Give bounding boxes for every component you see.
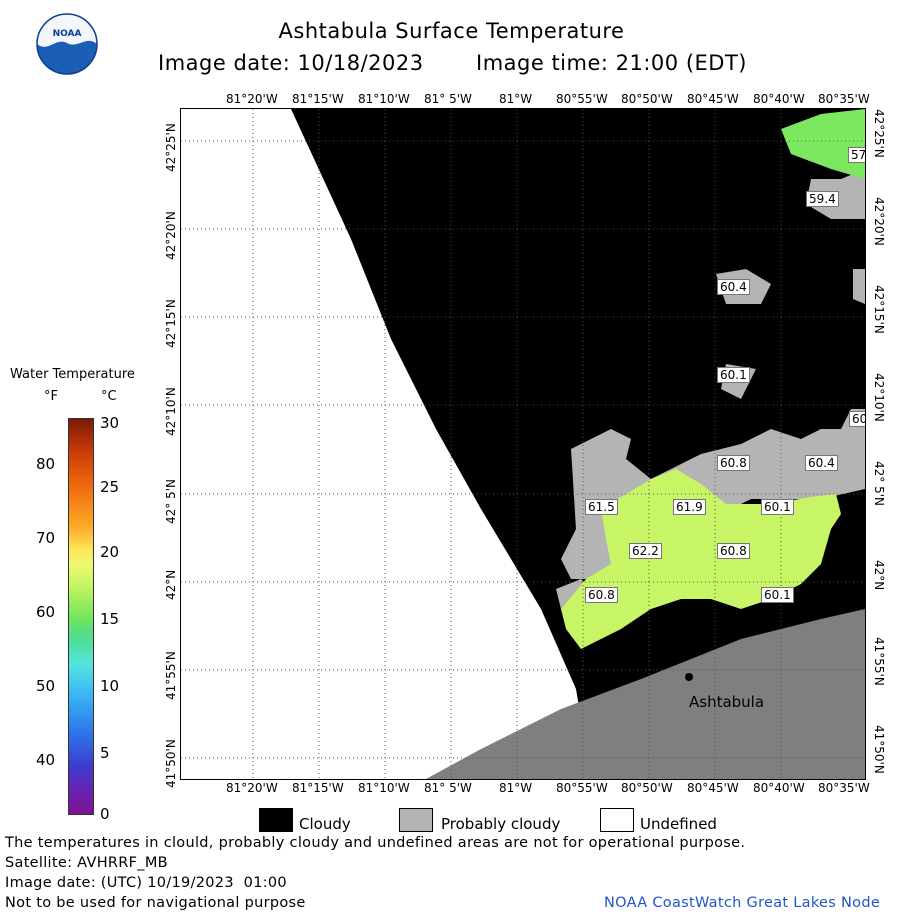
noaa-logo-text: NOAA <box>52 29 82 39</box>
map-panel: 57 59.4 60.4 60.1 60 60.8 60.4 61.5 61.9… <box>180 108 866 780</box>
colorbar-f-tick: 40 <box>36 751 56 769</box>
colorbar-c-tick: 25 <box>100 478 120 496</box>
probably-cloudy-region <box>853 269 865 304</box>
lon-label: 80°40'W <box>753 92 805 106</box>
lat-label: 42°15'N <box>872 285 886 334</box>
legend-swatch-undefined <box>600 808 634 832</box>
legend-label-undefined: Undefined <box>640 815 717 833</box>
lon-label: 81°20'W <box>226 92 278 106</box>
footer-credit: NOAA CoastWatch Great Lakes Node <box>604 895 881 911</box>
lon-label: 81°10'W <box>358 781 410 795</box>
footer-satellite: Satellite: AVHRRF_MB <box>5 855 168 871</box>
colorbar-c-tick: 5 <box>100 744 110 762</box>
colorbar-unit-f: °F <box>44 389 58 404</box>
colorbar-title: Water Temperature <box>10 367 135 382</box>
lon-label: 80°35'W <box>818 92 870 106</box>
temp-label: 62.2 <box>629 543 662 559</box>
lon-label: 81°10'W <box>358 92 410 106</box>
noaa-logo: NOAA <box>36 13 98 75</box>
lon-label: 80°40'W <box>753 781 805 795</box>
lat-label: 41°55'N <box>872 637 886 686</box>
lon-labels-bottom: 81°20'W 81°15'W 81°10'W 81° 5'W 81°W 80°… <box>0 781 903 797</box>
temp-label: 60 <box>849 411 865 427</box>
temp-label: 60.1 <box>717 367 750 383</box>
warm-water-region <box>781 109 865 179</box>
colorbar-c-tick: 20 <box>100 543 120 561</box>
colorbar <box>68 418 94 815</box>
temp-label: 61.5 <box>585 499 618 515</box>
temp-label: 60.4 <box>805 455 838 471</box>
lat-label: 42°25'N <box>872 109 886 158</box>
ashtabula-marker <box>685 673 693 681</box>
lat-label: 42°10'N <box>872 373 886 422</box>
page-title: Ashtabula Surface Temperature <box>278 19 625 43</box>
lon-label: 81°W <box>499 92 533 106</box>
colorbar-c-tick: 0 <box>100 805 110 823</box>
lon-label: 80°35'W <box>818 781 870 795</box>
lon-label: 80°50'W <box>621 92 673 106</box>
temp-label: 60.1 <box>761 499 794 515</box>
lon-label: 80°55'W <box>556 92 608 106</box>
colorbar-c-tick: 10 <box>100 677 120 695</box>
lon-label: 80°45'W <box>687 781 739 795</box>
temp-label: 60.1 <box>761 587 794 603</box>
image-date: Image date: 10/18/2023 <box>158 51 424 75</box>
lat-label: 41°55'N <box>164 651 178 700</box>
lon-label: 81°15'W <box>292 92 344 106</box>
footer-nav-note: Not to be used for navigational purpose <box>5 895 306 911</box>
lon-label: 81°15'W <box>292 781 344 795</box>
temp-label: 60.8 <box>585 587 618 603</box>
lon-label: 80°50'W <box>621 781 673 795</box>
temp-label: 60.4 <box>717 279 750 295</box>
temp-label: 60.8 <box>717 455 750 471</box>
legend-swatch-cloudy <box>259 808 293 832</box>
temp-label: 59.4 <box>806 191 839 207</box>
lon-label: 80°55'W <box>556 781 608 795</box>
lat-label: 42°20'N <box>164 211 178 260</box>
temp-label: 57 <box>848 147 865 163</box>
legend-label-cloudy: Cloudy <box>299 815 351 833</box>
lat-label: 42° 5'N <box>872 461 886 506</box>
lon-label: 81° 5'W <box>424 781 472 795</box>
lon-label: 80°45'W <box>687 92 739 106</box>
lon-label: 81°20'W <box>226 781 278 795</box>
lat-label: 42°10'N <box>164 387 178 436</box>
colorbar-f-tick: 70 <box>36 529 56 547</box>
footer-utc-date: Image date: (UTC) 10/19/2023 01:00 <box>5 875 287 891</box>
lat-label: 41°50'N <box>872 725 886 774</box>
lat-label: 41°50'N <box>164 739 178 788</box>
lon-label: 81°W <box>499 781 533 795</box>
land-region <box>426 609 865 779</box>
temp-label: 60.8 <box>717 543 750 559</box>
map-canvas <box>181 109 865 779</box>
lat-label: 42°15'N <box>164 299 178 348</box>
colorbar-c-tick: 30 <box>100 414 120 432</box>
colorbar-c-tick: 15 <box>100 610 120 628</box>
lat-label: 42°N <box>164 569 178 600</box>
lat-label: 42° 5'N <box>164 479 178 524</box>
lon-labels-top: 81°20'W 81°15'W 81°10'W 81° 5'W 81°W 80°… <box>0 92 903 108</box>
legend-label-probably-cloudy: Probably cloudy <box>441 815 561 833</box>
temp-label: 61.9 <box>673 499 706 515</box>
colorbar-f-tick: 60 <box>36 603 56 621</box>
lat-label: 42°25'N <box>164 123 178 172</box>
lat-label: 42°N <box>872 560 886 591</box>
image-time: Image time: 21:00 (EDT) <box>476 51 747 75</box>
colorbar-unit-c: °C <box>101 389 117 404</box>
legend-swatch-probably-cloudy <box>399 808 433 832</box>
city-label: Ashtabula <box>689 693 765 711</box>
colorbar-f-tick: 80 <box>36 455 56 473</box>
lon-label: 81° 5'W <box>424 92 472 106</box>
lat-label: 42°20'N <box>872 197 886 246</box>
colorbar-f-tick: 50 <box>36 677 56 695</box>
footer-warning: The temperatures in clould, probably clo… <box>5 835 746 851</box>
